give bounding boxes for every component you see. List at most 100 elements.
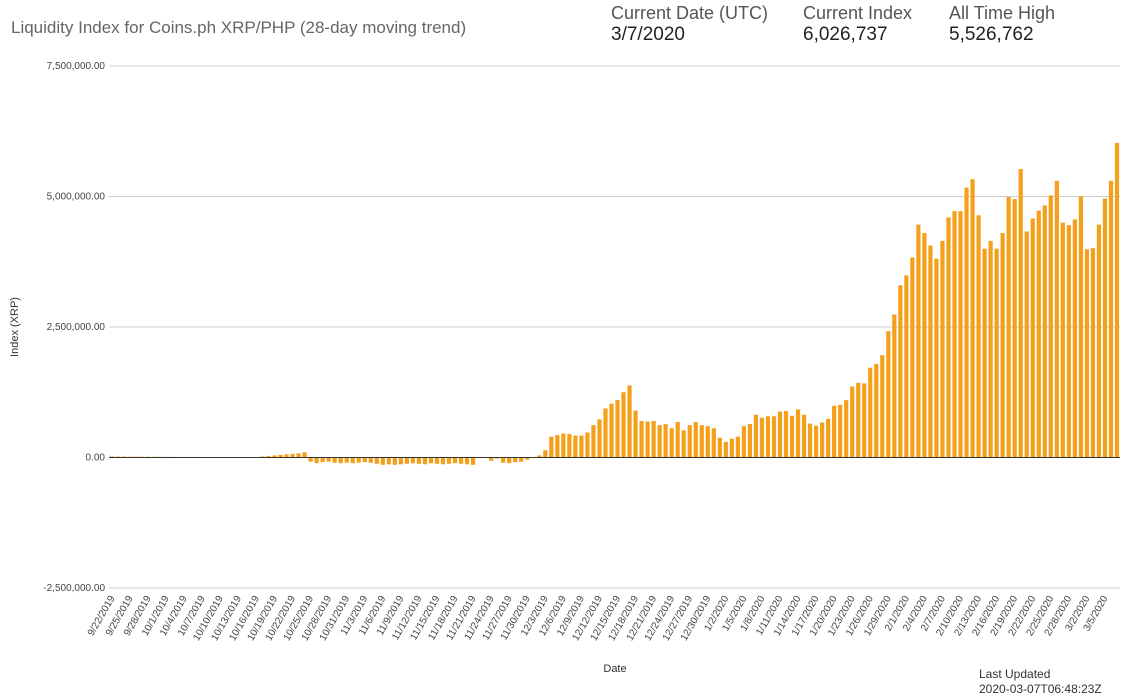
bar [717,437,722,458]
bar [681,430,686,458]
bar [934,258,939,458]
bar [964,187,969,458]
y-tick-label: 2,500,000.00 [47,322,106,333]
bar [452,457,458,464]
bar [898,285,903,458]
bar [946,217,951,458]
bar [838,404,843,458]
bar [615,400,620,458]
bar [1078,196,1083,458]
bar [597,419,602,458]
bar [525,457,530,460]
bar [1072,219,1077,458]
bar [880,355,885,458]
bar [711,428,716,458]
footer-label: Last Updated [979,667,1051,681]
bar [1108,180,1114,458]
bar [501,457,506,463]
bar [916,224,921,458]
bar [850,386,855,458]
y-tick-label: 5,000,000.00 [47,192,106,203]
bar [284,454,289,458]
stat-label: All Time High [949,3,1056,23]
bar [735,436,740,458]
bar [374,457,379,464]
bar [856,382,861,458]
bar [1006,197,1011,458]
bar [771,416,777,458]
bar [801,414,807,458]
stat-date: Current Date (UTC) 3/7/2020 [611,3,768,46]
bar [940,240,945,458]
bar [765,416,771,458]
bar [783,411,789,458]
bar [489,457,494,461]
bar [874,364,879,458]
stat-value: 6,026,737 [803,24,888,45]
bar [886,331,891,458]
bar [380,457,385,465]
y-axis-label: Index (XRP) [9,297,21,357]
bar [555,435,560,458]
bar [1096,224,1102,458]
bar [278,454,283,458]
bar [1090,248,1096,458]
bar [627,385,632,458]
bar [1012,199,1017,458]
bar [705,426,710,458]
y-tick-label: -2,500,000.00 [43,583,105,594]
bar [410,457,416,464]
bar [639,420,644,458]
bar [537,455,542,458]
bar [446,457,452,464]
bar [573,435,578,458]
bar [549,436,554,458]
bar [404,457,409,464]
bar [657,425,662,458]
bar [308,457,313,462]
bar [440,457,446,465]
bar [1030,218,1035,458]
bar [326,457,331,462]
bar [585,432,590,458]
bar [723,441,728,458]
last-updated: Last Updated 2020-03-07T06:48:23Z [979,667,1102,697]
bar [651,420,656,458]
bar [290,453,295,458]
bar [519,457,524,462]
bar [350,457,355,464]
bar [320,457,325,463]
bar [1066,225,1071,458]
bar [1114,142,1120,458]
x-axis-label: Date [603,663,626,675]
bar [699,425,704,458]
bar [976,215,981,458]
bar [1042,205,1047,458]
bar [844,400,849,458]
bar [1000,233,1005,458]
bar [561,433,566,458]
bar [807,423,813,458]
bar [669,428,674,458]
bar [693,422,698,458]
bar [633,410,638,458]
bar [1060,222,1065,458]
bar [994,248,999,458]
bar [109,456,115,458]
stat-label: Current Date (UTC) [611,3,769,23]
y-tick-label: 0.00 [86,453,106,464]
bar [338,457,343,464]
stat-value: 5,526,762 [949,24,1034,45]
bar [826,418,831,458]
bar [1018,169,1023,458]
bar [470,457,476,465]
bar [645,421,650,458]
bar [392,457,397,465]
bar [603,408,608,458]
bar [386,457,391,465]
bar [862,383,867,458]
bar [663,424,668,458]
bar [609,403,614,458]
bar [1054,180,1059,458]
